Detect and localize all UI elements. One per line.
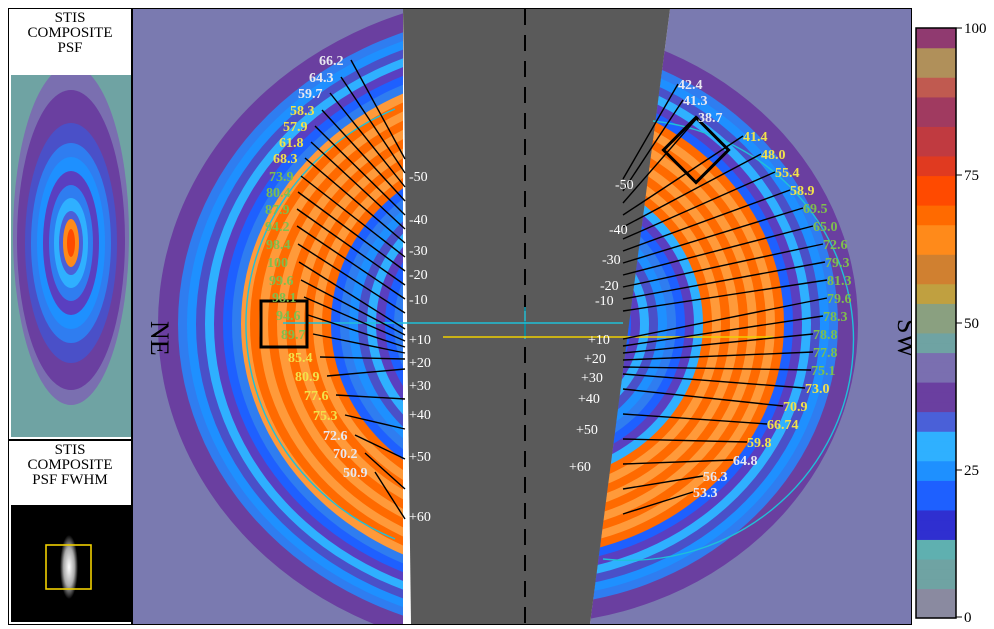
sw-value-label: 58.9 [790, 184, 815, 199]
ne-angle-label: +60 [409, 510, 431, 525]
main-panel: 66.2 64.3 59.7 58.3 57.9 61.8 68.3 73.9 80.4 87.9… [132, 8, 912, 625]
ne-value-label: 98.1 [272, 291, 297, 306]
colorbar-tick-label: 25 [964, 463, 979, 479]
ne-value-label: 100 [267, 256, 288, 271]
sw-value-label: 70.9 [783, 400, 808, 415]
ne-value-label: 64.3 [309, 71, 334, 86]
fwhm-title-line: COMPOSITE [27, 457, 113, 473]
fwhm-panel: STIS COMPOSITE PSF FWHM [8, 440, 132, 625]
ne-value-label: 80.4 [266, 186, 291, 201]
ne-value-label: 87.9 [265, 203, 290, 218]
sw-value-label: 56.3 [703, 470, 728, 485]
psf-title-line: COMPOSITE [27, 25, 113, 41]
ne-value-label: 61.8 [279, 136, 304, 151]
sw-angle-label: +10 [588, 333, 610, 348]
psf-panel-title: STIS COMPOSITE PSF [9, 11, 131, 56]
ne-angle-label: +40 [409, 408, 431, 423]
ne-value-label: 72.6 [323, 429, 348, 444]
ne-angle-label: -40 [409, 213, 428, 228]
ne-label: NE [145, 321, 174, 356]
sw-value-label: 48.0 [761, 148, 786, 163]
sw-value-label: 42.4 [678, 78, 703, 93]
sw-value-label: 81.3 [827, 274, 852, 289]
ne-value-label: 66.2 [319, 54, 344, 69]
ne-value-label: 99.6 [269, 274, 294, 289]
sw-value-label: 77.8 [813, 346, 838, 361]
ne-angle-label: +20 [409, 356, 431, 371]
ne-angle-label: +50 [409, 450, 431, 465]
ne-angle-label: +30 [409, 379, 431, 394]
ne-value-label: 50.9 [343, 466, 368, 481]
sw-value-label: 41.4 [743, 130, 768, 145]
ne-angle-label: -50 [409, 170, 428, 185]
fwhm-title-line: PSF FWHM [32, 472, 108, 488]
fwhm-panel-title: STIS COMPOSITE PSF FWHM [9, 443, 131, 488]
sw-value-label: 41.3 [683, 94, 708, 109]
sw-value-label: 65.0 [813, 220, 838, 235]
sw-angle-label: -30 [602, 253, 621, 268]
fwhm-title-line: STIS [54, 442, 86, 458]
sw-angle-label: +60 [569, 460, 591, 475]
sw-value-label: 55.4 [775, 166, 800, 181]
sw-angle-label: -40 [609, 223, 628, 238]
sw-value-label: 66.74 [767, 418, 799, 433]
sw-angle-label: -50 [615, 178, 634, 193]
sw-value-label: 59.8 [747, 436, 772, 451]
psf-panel: STIS COMPOSITE PSF [8, 8, 132, 440]
ne-value-label: 73.9 [269, 170, 294, 185]
sw-value-label: 78.8 [813, 328, 838, 343]
ne-value-label: 89.7 [281, 328, 306, 343]
sw-aperture-box [661, 115, 731, 185]
ne-value-label: 77.6 [304, 389, 329, 404]
sw-value-label: 78.3 [823, 310, 848, 325]
ne-angle-label: -10 [409, 293, 428, 308]
sw-angle-label: +30 [581, 371, 603, 386]
sw-label: SW [892, 319, 911, 358]
psf-title-line: PSF [57, 40, 83, 56]
sw-value-label: 79.6 [827, 292, 852, 307]
ne-angle-label: +10 [409, 333, 431, 348]
colorbar-tick-label: 50 [964, 316, 979, 332]
ne-value-label: 85.4 [288, 351, 313, 366]
sw-value-label: 75.1 [811, 364, 836, 379]
sw-value-label: 69.5 [803, 202, 828, 217]
ne-value-label: 59.7 [298, 87, 323, 102]
ne-value-label: 75.3 [313, 409, 338, 424]
colorbar: 0 25 50 75 100 [915, 21, 987, 626]
sw-value-label: 53.3 [693, 486, 718, 501]
fwhm-box [45, 544, 92, 590]
psf-image [11, 75, 131, 437]
colorbar-tick-label: 100 [964, 21, 987, 37]
ne-value-label: 68.3 [273, 152, 298, 167]
sw-value-label: 73.0 [805, 382, 830, 397]
sw-angle-label: +40 [578, 392, 600, 407]
sw-value-label: 38.7 [698, 111, 723, 126]
ne-value-label: 80.9 [295, 370, 320, 385]
ne-value-label: 58.3 [290, 104, 315, 119]
ne-value-label: 94.2 [265, 220, 290, 235]
ne-value-label: 94.6 [276, 309, 301, 324]
sw-value-label: 72.6 [823, 238, 848, 253]
colorbar-tick-label: 0 [964, 610, 972, 626]
colorbar-ticks: 0 25 50 75 100 [956, 21, 987, 626]
sw-angle-label: +50 [576, 423, 598, 438]
ne-value-label: 70.2 [333, 447, 358, 462]
fwhm-image [11, 505, 131, 622]
sw-angle-label: +20 [584, 352, 606, 367]
sw-value-label: 64.8 [733, 454, 758, 469]
ne-angle-label: -30 [409, 244, 428, 259]
occulting-wedge [403, 9, 670, 624]
sw-value-label: 79.3 [825, 256, 850, 271]
psf-title-line: STIS [54, 10, 86, 26]
main-heatmap: 66.2 64.359.7 58.357.961.868.3 73.980.4 87.9… [133, 9, 911, 624]
colorbar-tick-label: 75 [964, 168, 979, 184]
ne-angle-label: -20 [409, 268, 428, 283]
sw-angle-label: -10 [595, 294, 614, 309]
ne-value-label: 57.9 [283, 120, 308, 135]
ne-value-label: 98.4 [266, 238, 291, 253]
ne-aperture-box [259, 299, 309, 349]
sw-angle-label: -20 [600, 279, 619, 294]
